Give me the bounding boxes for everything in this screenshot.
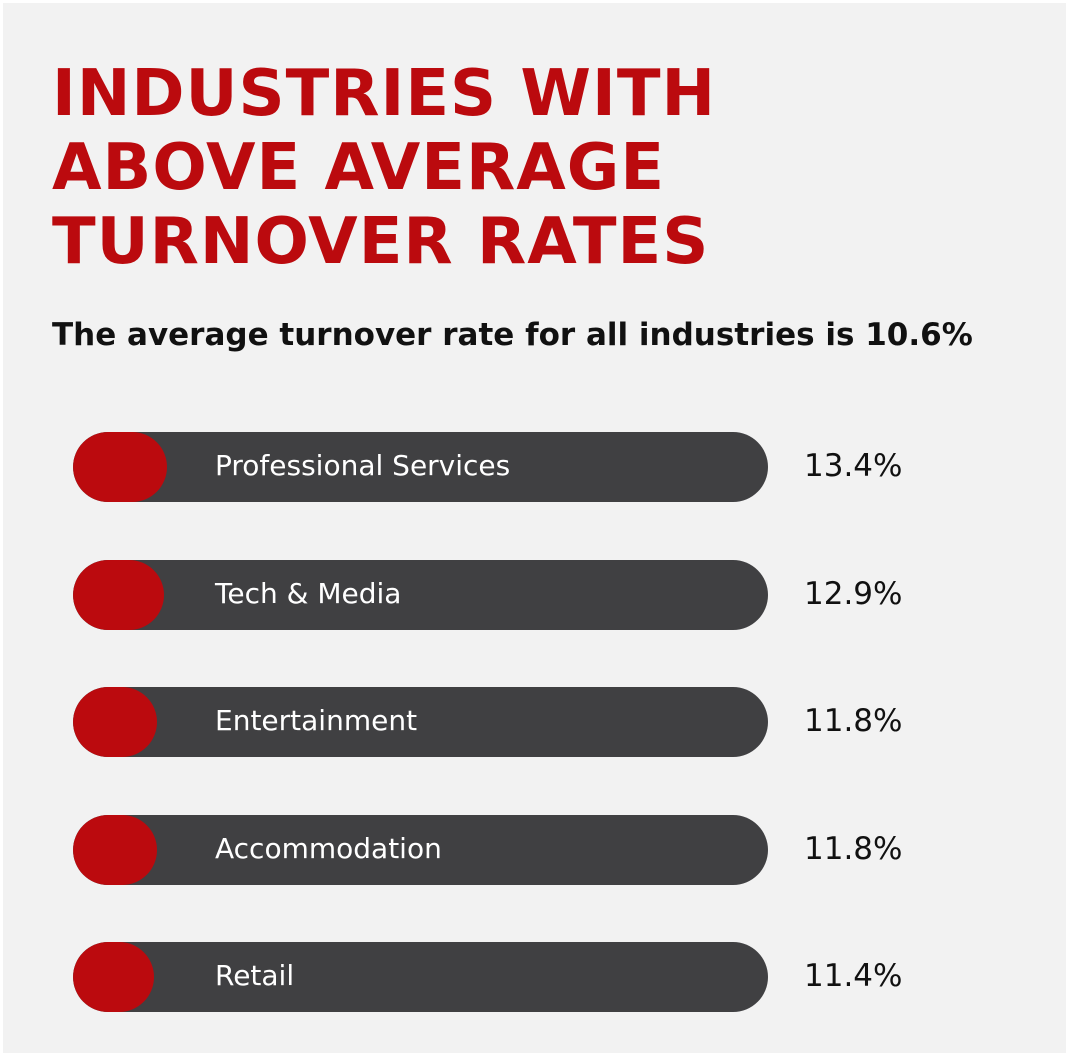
bar-track bbox=[73, 814, 768, 885]
value-label: 13.4% bbox=[804, 448, 903, 484]
bar-row: Retail 11.4% bbox=[73, 942, 973, 1012]
bar-row: Accommodation 11.8% bbox=[73, 814, 973, 885]
title-line-2: ABOVE AVERAGE bbox=[52, 131, 666, 205]
bar-fill bbox=[73, 942, 155, 1012]
chart-subtitle: The average turnover rate for all indust… bbox=[52, 317, 973, 353]
bar-fill bbox=[73, 814, 157, 885]
bar-fill bbox=[73, 432, 167, 502]
value-label: 11.8% bbox=[804, 830, 903, 867]
chart-title: INDUSTRIES WITH ABOVE AVERAGE TURNOVER R… bbox=[52, 57, 752, 279]
category-label: Accommodation bbox=[215, 831, 442, 865]
value-label: 11.4% bbox=[804, 958, 903, 994]
value-label: 12.9% bbox=[804, 575, 903, 612]
bar-row: Entertainment 11.8% bbox=[73, 687, 973, 757]
category-label: Tech & Media bbox=[215, 576, 402, 610]
title-line-3: TURNOVER RATES bbox=[52, 205, 710, 279]
bar-track bbox=[73, 687, 768, 757]
bar-fill bbox=[73, 687, 157, 757]
title-line-1: INDUSTRIES WITH bbox=[52, 57, 717, 131]
category-label: Professional Services bbox=[215, 449, 511, 482]
bar-track bbox=[73, 942, 768, 1012]
bar-row: Tech & Media 12.9% bbox=[73, 559, 973, 630]
bar-track bbox=[73, 559, 768, 630]
infographic-card: INDUSTRIES WITH ABOVE AVERAGE TURNOVER R… bbox=[3, 3, 1066, 1053]
category-label: Retail bbox=[215, 959, 295, 992]
bar-fill bbox=[73, 559, 164, 630]
category-label: Entertainment bbox=[215, 704, 418, 737]
bar-track bbox=[73, 432, 768, 502]
bar-row: Professional Services 13.4% bbox=[73, 432, 973, 502]
value-label: 11.8% bbox=[804, 703, 903, 739]
